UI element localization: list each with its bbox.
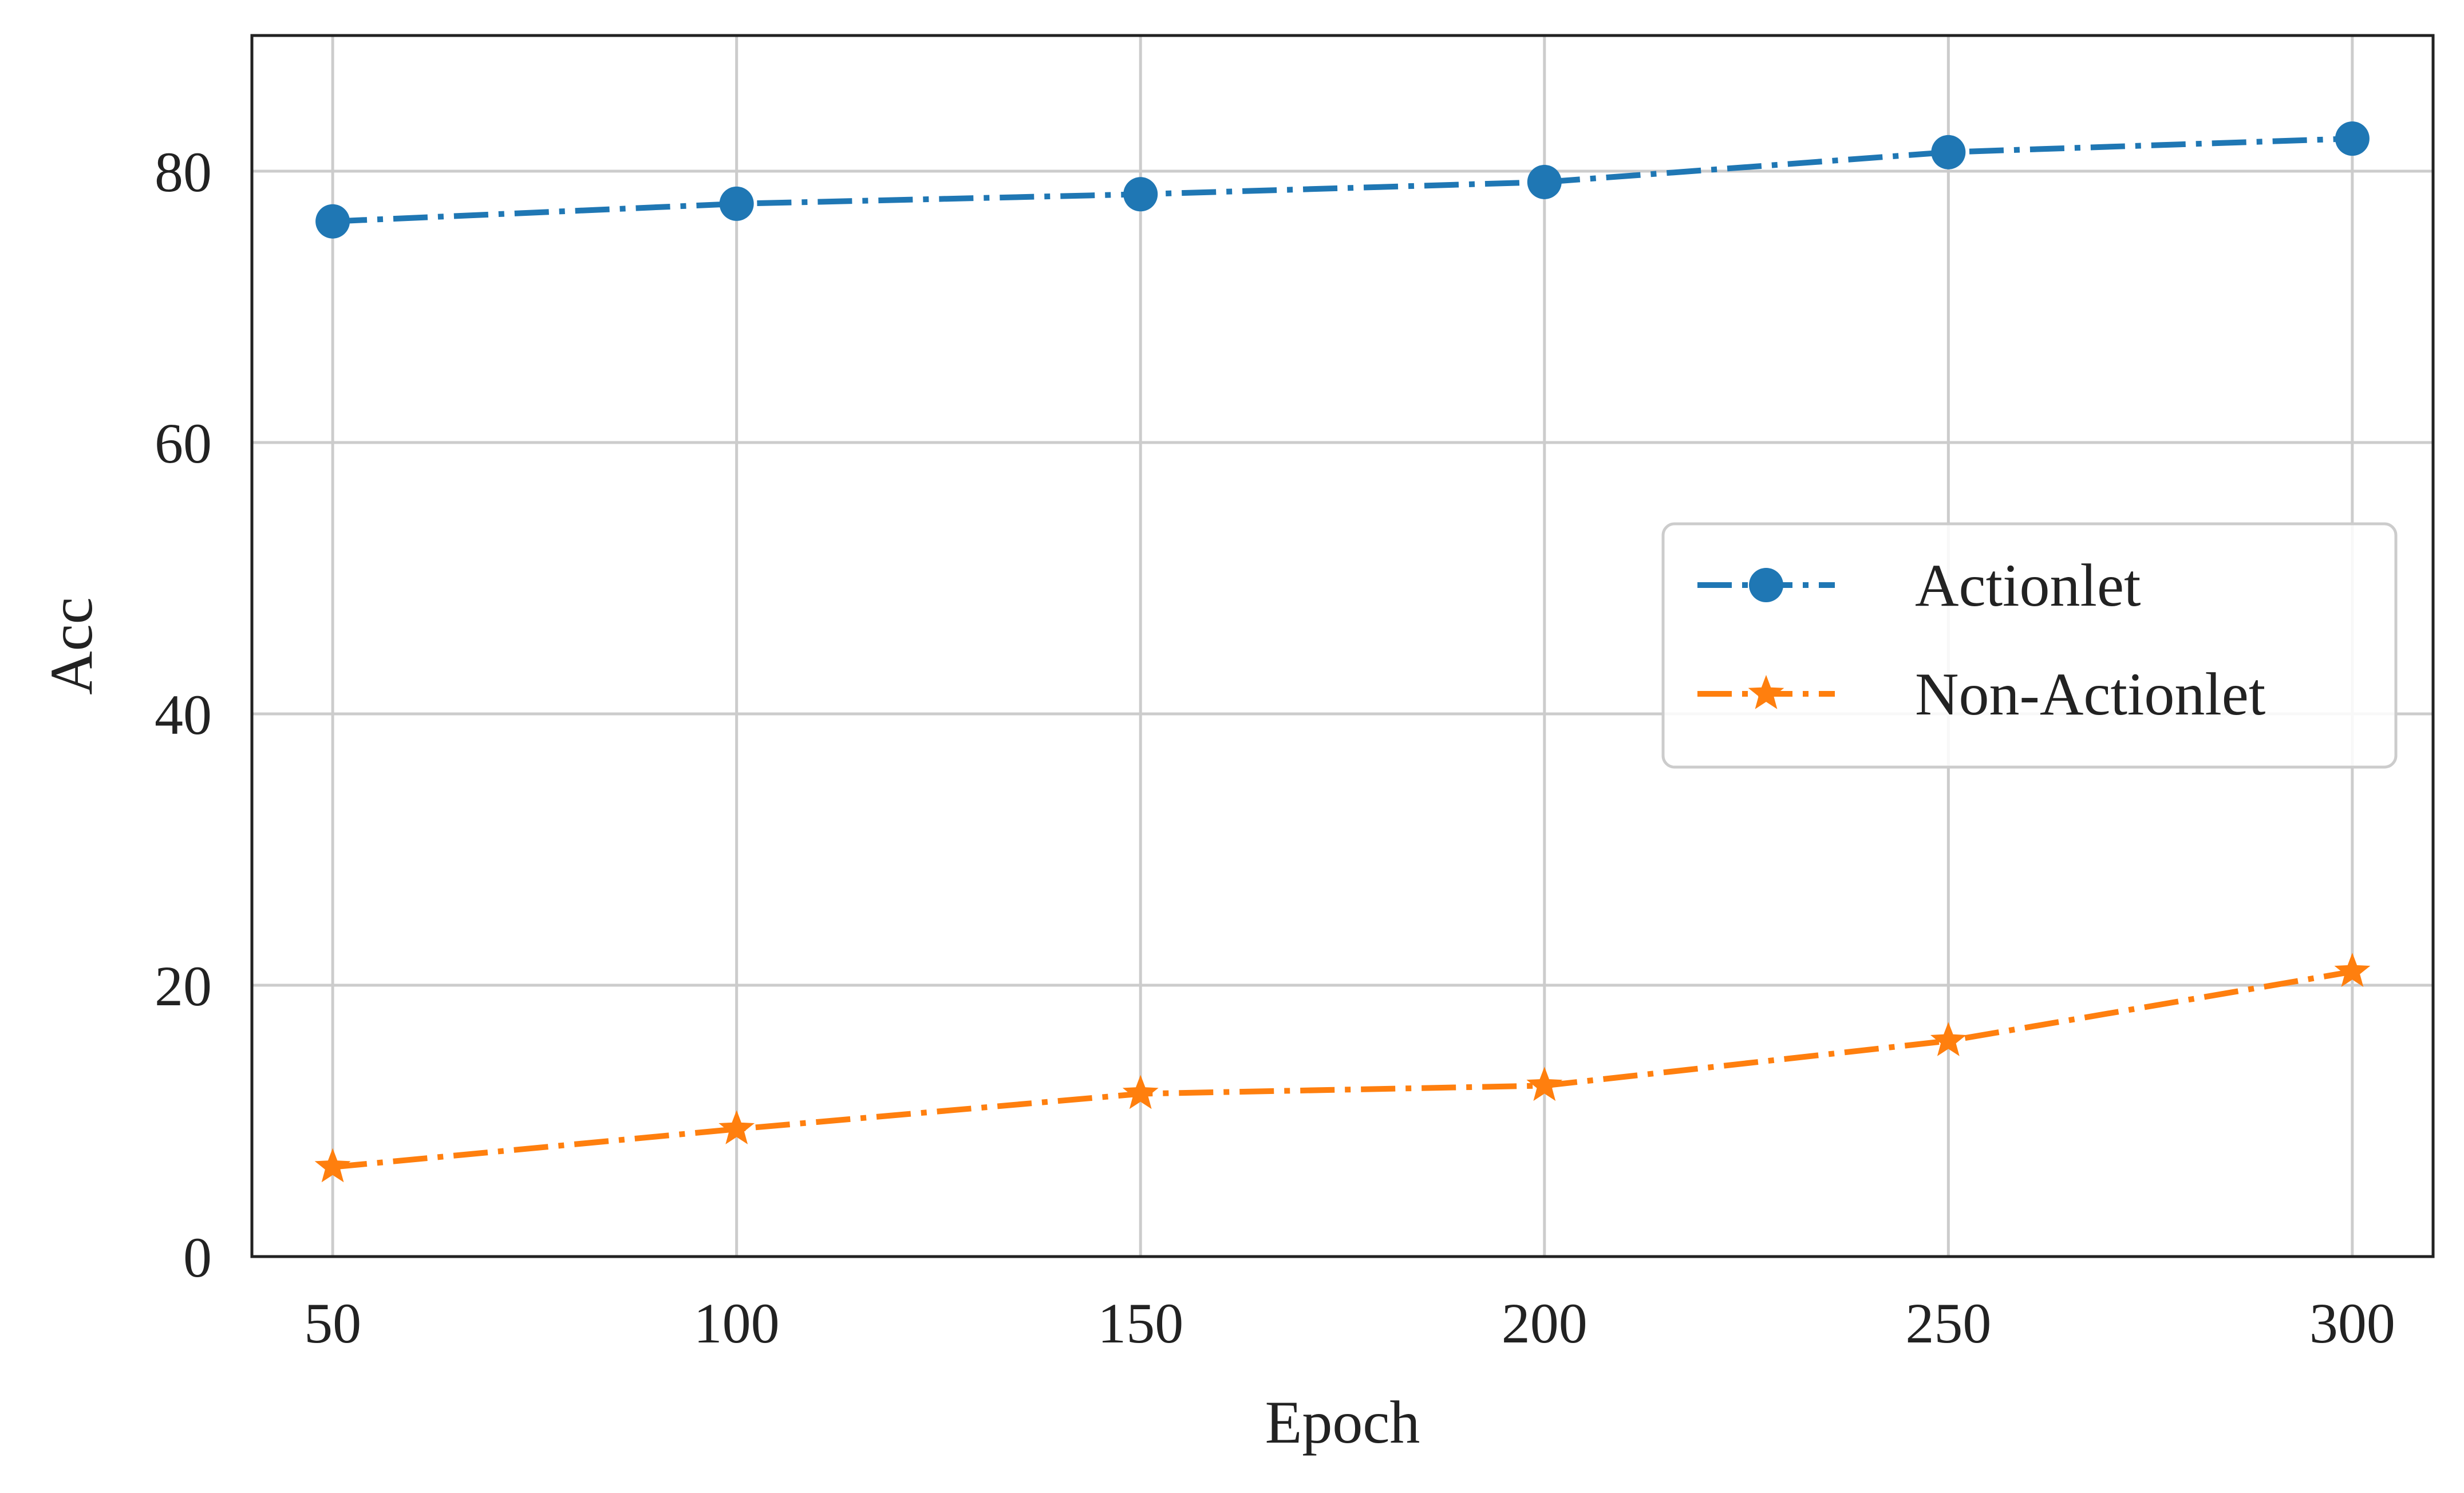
legend: Actionlet Non-Actionlet bbox=[1661, 522, 2398, 769]
series-line-1 bbox=[332, 136, 2353, 224]
x-tick-label: 150 bbox=[1097, 1291, 1183, 1355]
x-axis-label: Epoch bbox=[1265, 1389, 1420, 1456]
y-tick-label: 80 bbox=[155, 140, 212, 204]
x-tick-label: 100 bbox=[694, 1291, 780, 1355]
x-tick-label: 300 bbox=[2309, 1291, 2395, 1355]
data-point bbox=[2335, 121, 2370, 156]
y-tick-label: 40 bbox=[155, 683, 212, 746]
tick-labels: 50 100 150 200 250 300 0 20 40 60 80 bbox=[155, 140, 2395, 1355]
legend-marker bbox=[1749, 568, 1783, 602]
y-tick-label: 20 bbox=[155, 954, 212, 1018]
data-point bbox=[1930, 1022, 1967, 1056]
legend-box bbox=[1661, 522, 2398, 769]
data-point bbox=[1123, 177, 1158, 212]
legend-label: Non-Actionlet bbox=[1915, 661, 2265, 728]
data-point bbox=[718, 1110, 755, 1144]
x-tick-label: 50 bbox=[304, 1291, 361, 1355]
plot-frame bbox=[250, 34, 2435, 1258]
data-point bbox=[1122, 1075, 1159, 1109]
x-tick-label: 250 bbox=[1905, 1291, 1991, 1355]
legend-marker bbox=[1748, 675, 1784, 709]
data-point bbox=[1931, 135, 1966, 169]
data-point bbox=[315, 204, 350, 239]
data-point bbox=[719, 186, 754, 221]
legend-label: Actionlet bbox=[1915, 552, 2141, 619]
series-layer bbox=[314, 121, 2371, 1183]
y-tick-label: 0 bbox=[183, 1226, 212, 1289]
data-point bbox=[1527, 164, 1562, 199]
data-point bbox=[314, 1148, 351, 1183]
data-point bbox=[1526, 1067, 1563, 1101]
y-tick-label: 60 bbox=[155, 412, 212, 475]
data-point bbox=[2334, 953, 2371, 987]
y-axis-label: Acc bbox=[38, 597, 105, 695]
x-tick-label: 200 bbox=[1502, 1291, 1588, 1355]
grid bbox=[252, 35, 2433, 1257]
